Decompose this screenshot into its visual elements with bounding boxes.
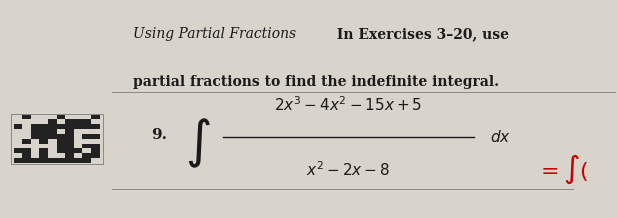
Text: partial fractions to find the indefinite integral.: partial fractions to find the indefinite… bbox=[133, 75, 499, 89]
Bar bbox=[65, 148, 74, 153]
Text: $2x^3 - 4x^2 - 15x + 5$: $2x^3 - 4x^2 - 15x + 5$ bbox=[275, 95, 423, 114]
Bar bbox=[39, 129, 48, 134]
Bar bbox=[48, 129, 57, 134]
Bar bbox=[39, 148, 48, 153]
Bar bbox=[65, 124, 74, 129]
Bar bbox=[39, 153, 48, 158]
Bar bbox=[65, 143, 74, 148]
Bar bbox=[22, 153, 31, 158]
Bar bbox=[57, 158, 65, 163]
Bar bbox=[14, 158, 22, 163]
Text: 9.: 9. bbox=[151, 128, 167, 142]
Bar bbox=[14, 124, 22, 129]
Bar bbox=[83, 124, 91, 129]
Bar bbox=[74, 148, 83, 153]
Bar bbox=[83, 153, 91, 158]
Bar bbox=[57, 143, 65, 148]
Bar bbox=[83, 143, 91, 148]
Text: $= \int($: $= \int($ bbox=[536, 153, 588, 186]
Bar bbox=[48, 119, 57, 124]
Bar bbox=[48, 158, 57, 163]
Bar bbox=[31, 124, 39, 129]
Bar bbox=[83, 158, 91, 163]
Bar bbox=[65, 158, 74, 163]
Bar bbox=[65, 134, 74, 139]
Text: $\int$: $\int$ bbox=[185, 117, 211, 170]
Bar bbox=[14, 148, 22, 153]
Bar bbox=[48, 134, 57, 139]
Bar bbox=[39, 158, 48, 163]
Text: In Exercises 3–20, use: In Exercises 3–20, use bbox=[327, 27, 509, 41]
Bar bbox=[57, 124, 65, 129]
Bar bbox=[22, 115, 31, 119]
Bar bbox=[31, 158, 39, 163]
Bar bbox=[39, 134, 48, 139]
Bar bbox=[65, 139, 74, 143]
Bar bbox=[74, 124, 83, 129]
Bar bbox=[31, 129, 39, 134]
Bar bbox=[91, 134, 100, 139]
Bar bbox=[83, 134, 91, 139]
Bar bbox=[31, 134, 39, 139]
Text: $dx$: $dx$ bbox=[490, 129, 510, 145]
Bar bbox=[91, 115, 100, 119]
Bar bbox=[22, 148, 31, 153]
Bar bbox=[65, 119, 74, 124]
Text: Using Partial Fractions: Using Partial Fractions bbox=[133, 27, 297, 41]
Bar bbox=[39, 124, 48, 129]
Bar bbox=[48, 124, 57, 129]
Bar bbox=[22, 158, 31, 163]
Bar bbox=[74, 119, 83, 124]
Bar bbox=[91, 148, 100, 153]
Bar bbox=[22, 139, 31, 143]
Bar bbox=[91, 143, 100, 148]
Bar bbox=[83, 119, 91, 124]
Bar bbox=[39, 139, 48, 143]
Bar bbox=[57, 115, 65, 119]
Bar bbox=[65, 153, 74, 158]
Bar bbox=[91, 124, 100, 129]
Bar bbox=[57, 134, 65, 139]
Bar bbox=[57, 148, 65, 153]
Bar bbox=[74, 158, 83, 163]
Bar bbox=[91, 153, 100, 158]
Text: $x^2 - 2x - 8$: $x^2 - 2x - 8$ bbox=[307, 160, 391, 179]
Bar bbox=[57, 139, 65, 143]
Bar bbox=[65, 129, 74, 134]
